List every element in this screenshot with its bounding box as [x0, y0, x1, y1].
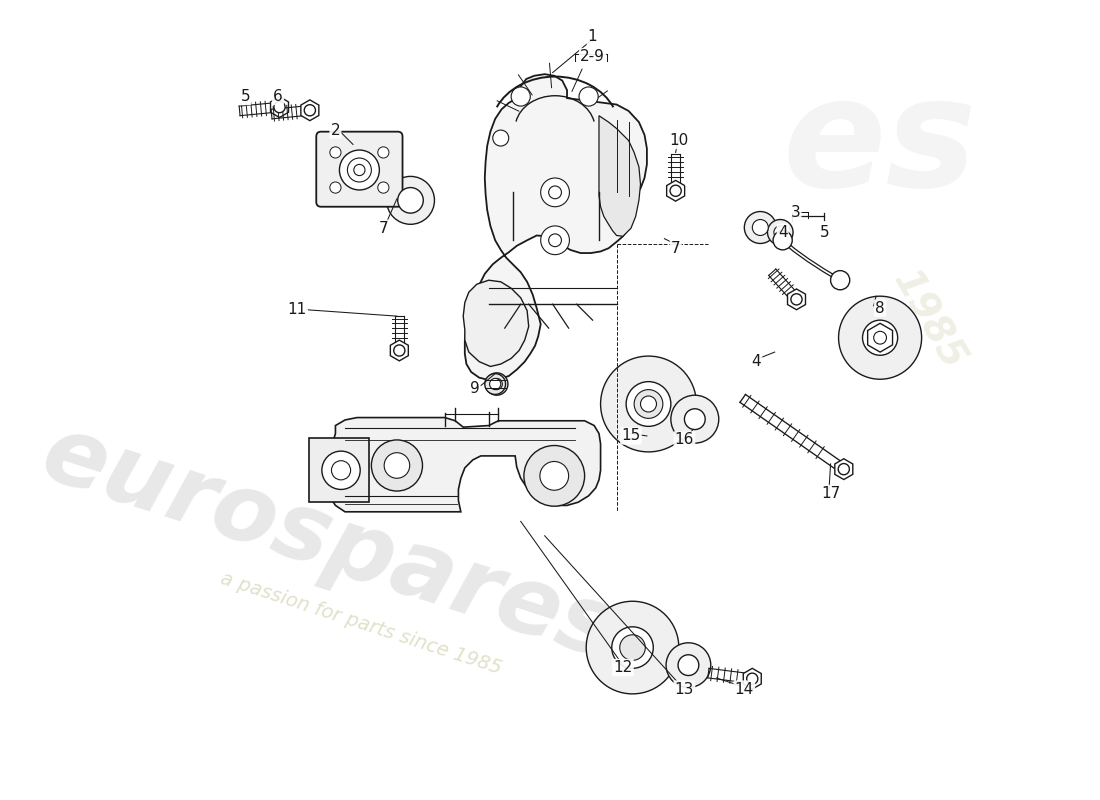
- Circle shape: [579, 87, 598, 106]
- Circle shape: [384, 453, 409, 478]
- Circle shape: [586, 602, 679, 694]
- Polygon shape: [835, 458, 852, 479]
- Circle shape: [330, 182, 341, 193]
- Text: 9: 9: [470, 381, 480, 395]
- Text: 3: 3: [791, 205, 801, 220]
- Text: 14: 14: [735, 682, 754, 697]
- Circle shape: [667, 642, 711, 687]
- Text: 17: 17: [821, 486, 840, 501]
- Polygon shape: [744, 668, 761, 689]
- Circle shape: [485, 373, 508, 395]
- Circle shape: [330, 147, 341, 158]
- Polygon shape: [271, 97, 288, 118]
- Circle shape: [377, 147, 389, 158]
- Circle shape: [274, 102, 285, 113]
- Polygon shape: [390, 340, 408, 361]
- Circle shape: [331, 461, 351, 480]
- Text: 4: 4: [778, 225, 788, 240]
- Circle shape: [838, 296, 922, 379]
- Text: es: es: [783, 70, 977, 219]
- Circle shape: [354, 165, 365, 175]
- Polygon shape: [600, 116, 640, 236]
- Circle shape: [541, 178, 570, 206]
- Text: 4: 4: [751, 354, 761, 369]
- Text: 1985: 1985: [884, 264, 971, 377]
- Text: 15: 15: [621, 429, 640, 443]
- Circle shape: [752, 219, 768, 235]
- Circle shape: [619, 634, 646, 660]
- Circle shape: [394, 345, 405, 356]
- Circle shape: [774, 226, 786, 238]
- Circle shape: [485, 374, 506, 394]
- Text: a passion for parts since 1985: a passion for parts since 1985: [218, 569, 504, 678]
- Text: 8: 8: [876, 301, 884, 316]
- Polygon shape: [667, 180, 684, 201]
- Circle shape: [540, 462, 569, 490]
- Circle shape: [791, 294, 802, 305]
- Polygon shape: [328, 418, 601, 512]
- Text: 5: 5: [241, 89, 250, 104]
- Text: 7: 7: [378, 221, 388, 236]
- Circle shape: [684, 409, 705, 430]
- Text: 7: 7: [671, 241, 681, 256]
- Polygon shape: [301, 100, 319, 121]
- Text: 12: 12: [614, 660, 632, 675]
- Text: 10: 10: [669, 133, 689, 148]
- Circle shape: [549, 186, 561, 198]
- Circle shape: [348, 158, 372, 182]
- Text: 2: 2: [331, 122, 340, 138]
- Text: 5: 5: [820, 225, 829, 240]
- Circle shape: [670, 185, 681, 196]
- Polygon shape: [868, 323, 892, 352]
- Circle shape: [747, 673, 758, 684]
- Circle shape: [612, 627, 653, 668]
- Circle shape: [524, 446, 584, 506]
- Text: 1: 1: [587, 29, 597, 44]
- Circle shape: [490, 378, 500, 390]
- FancyBboxPatch shape: [309, 438, 368, 502]
- Circle shape: [745, 211, 777, 243]
- Circle shape: [768, 219, 793, 245]
- Circle shape: [601, 356, 696, 452]
- Circle shape: [634, 390, 663, 418]
- Text: 11: 11: [287, 302, 307, 318]
- FancyBboxPatch shape: [317, 132, 403, 206]
- Circle shape: [640, 396, 657, 412]
- Circle shape: [626, 382, 671, 426]
- Circle shape: [773, 230, 792, 250]
- Text: 13: 13: [674, 682, 694, 697]
- Text: 6: 6: [273, 89, 283, 104]
- Circle shape: [512, 87, 530, 106]
- Circle shape: [493, 130, 508, 146]
- Circle shape: [492, 378, 503, 390]
- Polygon shape: [788, 289, 805, 310]
- Circle shape: [372, 440, 422, 491]
- Circle shape: [862, 320, 898, 355]
- Circle shape: [838, 463, 849, 474]
- Circle shape: [398, 187, 424, 213]
- Circle shape: [671, 395, 718, 443]
- Circle shape: [377, 182, 389, 193]
- Circle shape: [305, 105, 316, 116]
- Polygon shape: [465, 74, 647, 380]
- Circle shape: [830, 270, 849, 290]
- Circle shape: [386, 176, 434, 224]
- Circle shape: [322, 451, 360, 490]
- Circle shape: [873, 331, 887, 344]
- Circle shape: [541, 226, 570, 254]
- Circle shape: [549, 234, 561, 246]
- Text: 16: 16: [674, 433, 694, 447]
- Polygon shape: [463, 280, 529, 366]
- Text: 2-9: 2-9: [580, 49, 605, 64]
- Circle shape: [678, 654, 698, 675]
- Circle shape: [340, 150, 379, 190]
- Text: eurospares: eurospares: [31, 408, 627, 680]
